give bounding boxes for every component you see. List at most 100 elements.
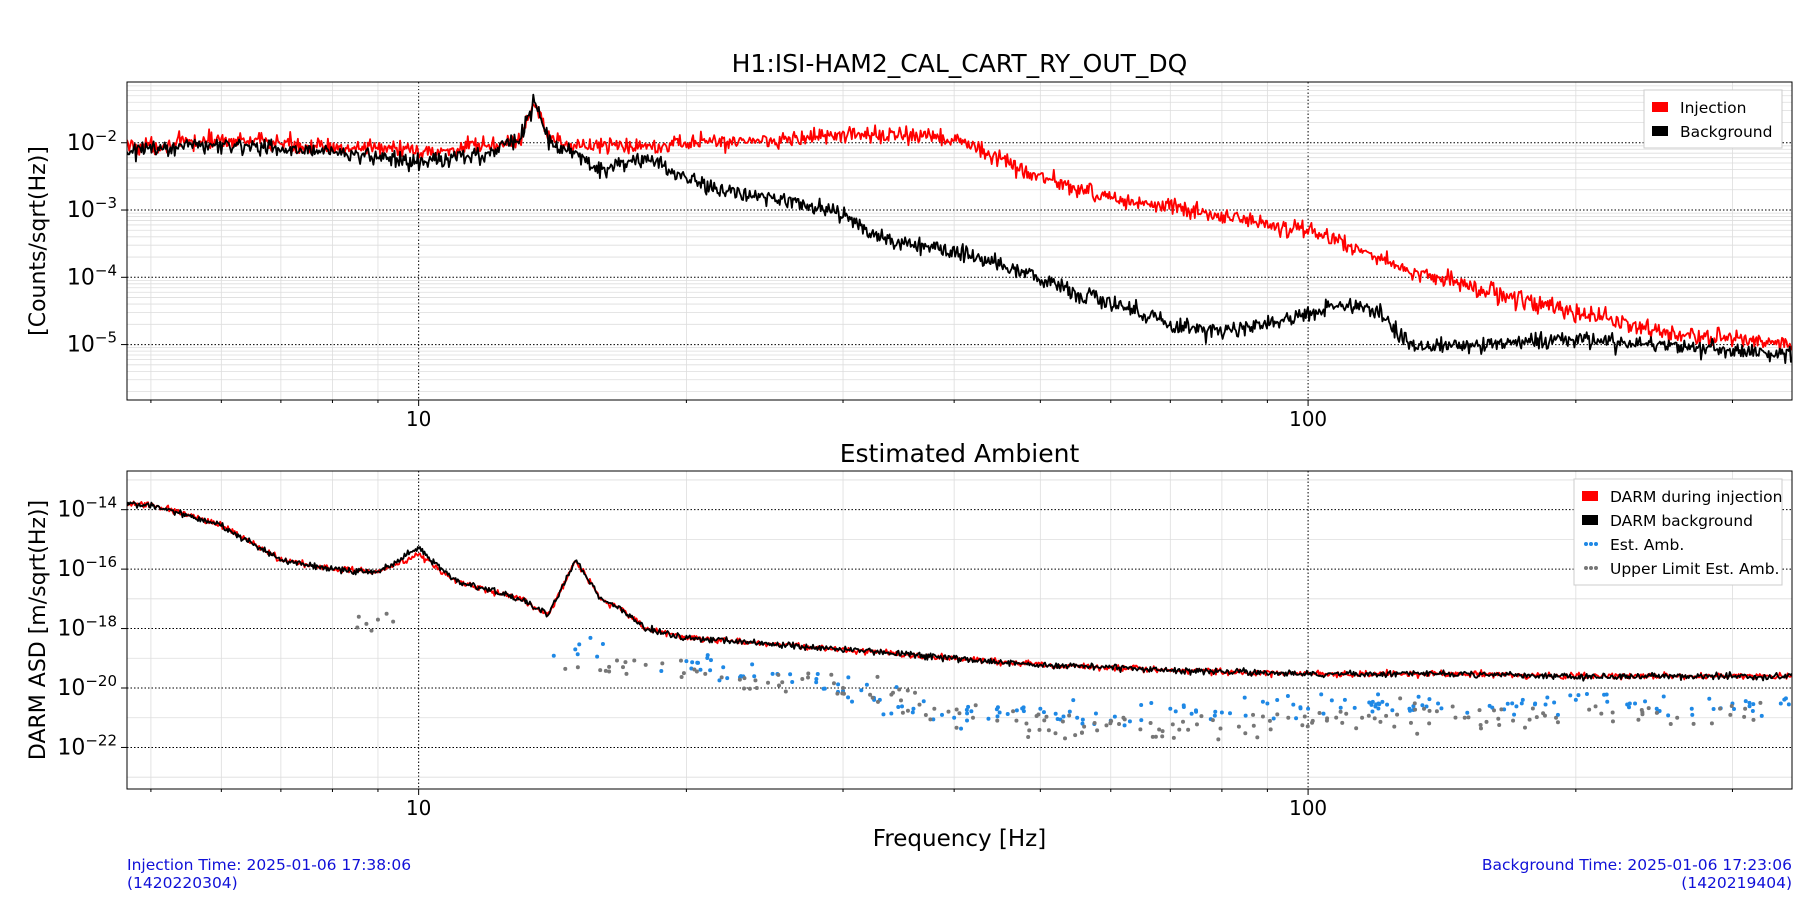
upper-limit-point [1160,734,1165,739]
upper-limit-point [1267,718,1272,723]
upper-limit-point [1372,716,1377,721]
est-amb-point [815,672,820,677]
est-amb-point [1260,699,1265,704]
legend-marker [1589,566,1593,570]
est-amb-point [1385,702,1390,707]
est-amb-point [1061,714,1066,719]
background-time: Background Time: 2025-01-06 17:23:06 [1481,856,1792,874]
est-amb-point [1370,699,1375,704]
est-amb-point [595,654,600,659]
est-amb-point [814,680,819,685]
est-amb-point [899,704,904,709]
est-amb-point [1436,701,1441,706]
upper-limit-point [1395,712,1400,717]
upper-limit-point [1413,707,1418,712]
est-amb-point [1380,699,1385,704]
upper-limit-point [1610,719,1615,724]
upper-limit-point [1153,734,1158,739]
est-amb-point [1168,706,1173,711]
upper-limit-point [1466,715,1471,720]
upper-limit-point [364,621,369,626]
upper-limit-point [1286,715,1291,720]
est-amb-point [1352,705,1357,710]
upper-limit-point [766,680,771,685]
upper-limit-point [1675,715,1680,720]
est-amb-point [939,712,944,717]
est-amb-point [1751,702,1756,707]
upper-limit-point [1024,721,1029,726]
upper-limit-point [679,675,684,680]
upper-limit-point [1415,731,1420,736]
upper-limit-point [1218,726,1223,731]
upper-limit-point [391,619,396,624]
y-tick-label: 10−5 [67,329,117,358]
upper-limit-point [1073,733,1078,738]
est-amb-point [1747,704,1752,709]
legend-marker [1584,566,1588,570]
upper-limit-point [1300,723,1305,728]
est-amb-point [1271,716,1276,721]
est-amb-point [577,642,582,647]
upper-limit-point [681,671,686,676]
legend-label: Injection [1680,99,1746,117]
est-amb-point [1075,715,1080,720]
est-amb-point [997,710,1002,715]
upper-limit-point [899,698,904,703]
upper-limit-point [1027,728,1032,733]
legend-marker [1589,542,1593,546]
series-injection-line [127,103,1792,352]
upper-limit-point [575,665,580,670]
upper-limit-point [1138,727,1143,732]
upper-limit-point [1268,727,1273,732]
upper-limit-point [841,691,846,696]
upper-limit-point [776,672,781,677]
upper-limit-point [643,662,648,667]
upper-limit-point [1255,735,1260,740]
est-amb-point [1732,706,1737,711]
est-amb-point [1512,712,1517,717]
upper-limit-point [1170,722,1175,727]
est-amb-point [1661,694,1666,699]
est-amb-point [1407,708,1412,713]
est-amb-point [1778,701,1783,706]
legend-label: Background [1680,123,1772,141]
upper-limit-point [868,692,873,697]
upper-limit-point [1177,727,1182,732]
upper-limit-point [1392,724,1397,729]
est-amb-point [1390,708,1395,713]
upper-limit-point [1104,723,1109,728]
upper-limit-point [1216,737,1221,742]
est-amb-point [725,676,730,681]
est-amb-point [721,665,726,670]
legend-label: Est. Amb. [1610,536,1684,554]
est-amb-point [1139,718,1144,723]
est-amb-point [966,704,971,709]
est-amb-point [1584,691,1589,696]
upper-limit-point [1751,717,1756,722]
upper-limit-point [875,699,880,704]
upper-limit-point [1026,734,1031,739]
est-amb-point [1568,693,1573,698]
plot-area [127,500,1792,742]
est-amb-point [1212,713,1217,718]
upper-limit-point [1742,714,1747,719]
series-darm-background-line [127,501,1792,682]
upper-limit-point [1011,709,1016,714]
y-tick-label: 10−16 [57,553,117,582]
est-amb-point [1370,709,1375,714]
est-amb-point [575,652,580,657]
upper-limit-point [875,674,880,679]
upper-limit-point [1082,724,1087,729]
upper-limit-point [800,677,805,682]
est-amb-point [850,699,855,704]
upper-limit-point [1378,719,1383,724]
upper-limit-point [703,671,708,676]
est-amb-point [1439,706,1444,711]
est-amb-point [921,699,926,704]
chart-title: Estimated Ambient [840,439,1080,468]
upper-limit-point [1640,710,1645,715]
upper-limit-point [1654,710,1659,715]
est-amb-point [573,647,578,652]
est-amb-point [1605,699,1610,704]
upper-limit-point [1310,720,1315,725]
